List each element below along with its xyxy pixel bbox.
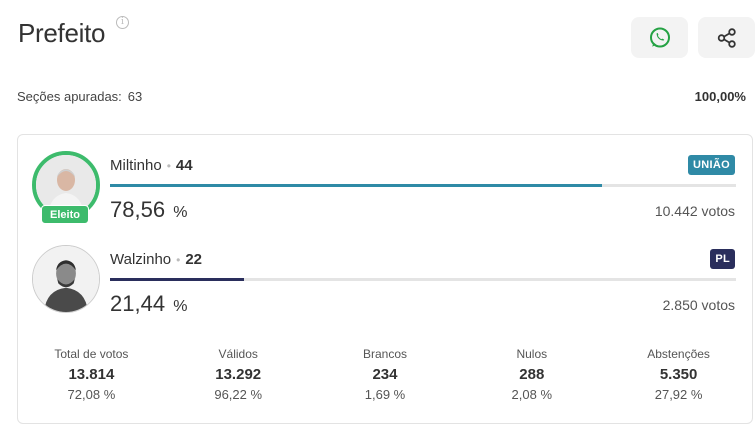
share-button[interactable] bbox=[698, 17, 755, 58]
whatsapp-share-button[interactable] bbox=[631, 17, 688, 58]
stat-label: Total de votos bbox=[54, 347, 129, 361]
sections-counted: Seções apuradas: 63 bbox=[17, 89, 142, 104]
stat-valid: Válidos 13.292 96,22 % bbox=[165, 347, 312, 402]
stat-value: 234 bbox=[372, 366, 398, 383]
candidate-votes: 10.442 votos bbox=[654, 203, 735, 219]
percent-symbol: % bbox=[173, 204, 188, 221]
vote-bar bbox=[110, 184, 736, 187]
stat-value: 13.814 bbox=[68, 366, 115, 383]
stat-value: 288 bbox=[519, 366, 545, 383]
candidate-number: 22 bbox=[185, 251, 203, 268]
stat-value: 5.350 bbox=[659, 366, 698, 383]
stat-abstentions: Abstenções 5.350 27,92 % bbox=[605, 347, 752, 402]
candidate-name: Walzinho • 22 bbox=[110, 251, 202, 268]
stat-percent: 1,69 % bbox=[364, 387, 406, 402]
stat-null: Nulos 288 2,08 % bbox=[458, 347, 605, 402]
share-icon bbox=[717, 27, 736, 48]
separator-dot: • bbox=[176, 253, 181, 267]
candidate-name-text: Walzinho bbox=[110, 251, 172, 268]
candidate-votes: 2.850 votos bbox=[662, 297, 735, 313]
sections-value: 63 bbox=[127, 89, 143, 104]
page-title: Prefeito bbox=[18, 18, 106, 48]
stat-percent: 96,22 % bbox=[214, 387, 263, 402]
party-badge: PL bbox=[710, 249, 735, 269]
candidate-percent-value: 78,56 bbox=[110, 197, 166, 222]
elected-badge: Eleito bbox=[41, 205, 89, 224]
results-card: Eleito Miltinho • 44 UNIÃO 78,56 % 10.442 … bbox=[17, 134, 753, 424]
candidate-number: 44 bbox=[175, 157, 193, 174]
candidate-row: Walzinho • 22 PL 21,44 % 2.850 votos bbox=[18, 245, 752, 335]
whatsapp-icon bbox=[649, 27, 670, 47]
stat-blank: Brancos 234 1,69 % bbox=[312, 347, 459, 402]
vote-bar bbox=[110, 278, 736, 281]
candidate-percent-value: 21,44 bbox=[110, 291, 166, 316]
party-badge: UNIÃO bbox=[688, 155, 735, 175]
stat-percent: 27,92 % bbox=[654, 387, 703, 402]
vote-bar-fill bbox=[110, 184, 602, 187]
stat-total-votes: Total de votos 13.814 72,08 % bbox=[18, 347, 165, 402]
candidate-percent: 78,56 % bbox=[110, 197, 187, 223]
candidate-avatar bbox=[32, 245, 100, 313]
stat-percent: 72,08 % bbox=[67, 387, 116, 402]
stat-label: Abstenções bbox=[647, 347, 710, 361]
stat-label: Válidos bbox=[218, 347, 258, 361]
percent-symbol: % bbox=[173, 298, 188, 315]
stat-percent: 2,08 % bbox=[511, 387, 553, 402]
candidate-name: Miltinho • 44 bbox=[110, 157, 193, 174]
vote-bar-fill bbox=[110, 278, 245, 281]
candidate-photo bbox=[33, 246, 99, 312]
info-icon[interactable]: i bbox=[116, 16, 129, 29]
vote-stats: Total de votos 13.814 72,08 % Válidos 13… bbox=[18, 347, 752, 402]
stat-label: Brancos bbox=[362, 347, 407, 361]
separator-dot: • bbox=[166, 159, 171, 173]
percent-counted: 100,00% bbox=[694, 89, 746, 104]
sections-label: Seções apuradas: bbox=[17, 89, 122, 104]
candidate-row: Eleito Miltinho • 44 UNIÃO 78,56 % 10.442 … bbox=[18, 151, 752, 241]
stat-label: Nulos bbox=[516, 347, 548, 361]
stat-value: 13.292 bbox=[215, 366, 262, 383]
candidate-percent: 21,44 % bbox=[110, 291, 187, 317]
candidate-name-text: Miltinho bbox=[110, 157, 162, 174]
